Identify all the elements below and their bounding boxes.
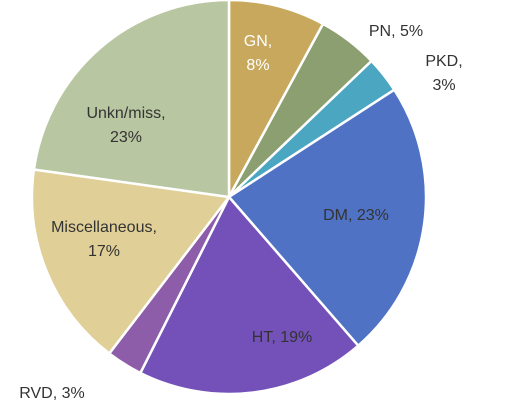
pie-slice [227,88,428,348]
pie-slice [227,0,325,198]
data-label: HT, 19% [251,329,313,346]
pie-slice [32,0,231,199]
data-label: RVD, 3% [19,385,85,402]
data-label: Miscellaneous, 17% [51,219,157,260]
data-label: Unkn/miss, 23% [86,105,166,146]
pie-slice [138,194,360,396]
data-label: PN, 5% [368,23,424,40]
pie-slice [30,168,232,356]
data-label: DM, 23% [323,207,389,224]
data-label: GN, 8% [243,33,273,74]
data-label: PKD, 3% [425,53,463,94]
